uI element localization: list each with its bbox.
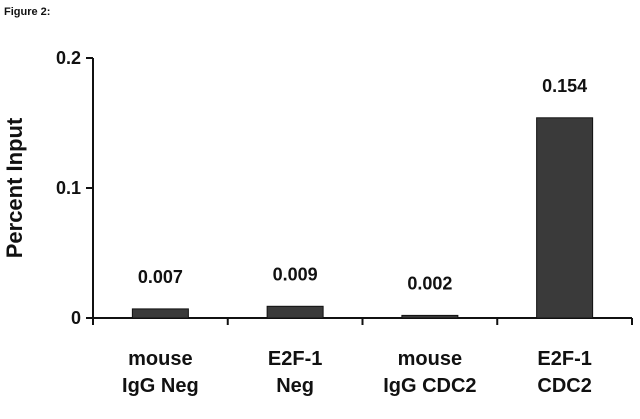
category-label: IgG Neg (122, 375, 199, 397)
bars (131, 117, 594, 319)
y-ticks: 0 0.1 0.2 (56, 48, 93, 328)
y-tick-label: 0.1 (56, 178, 81, 198)
category-label: mouse (128, 348, 192, 370)
bar (536, 117, 594, 319)
data-label: 0.002 (407, 273, 452, 293)
data-label: 0.154 (542, 76, 587, 96)
category-label: CDC2 (537, 375, 591, 397)
category-label: E2F-1 (537, 348, 591, 370)
y-axis-title: Percent Input (2, 117, 27, 258)
bar (401, 314, 459, 319)
y-tick-label: 0.2 (56, 48, 81, 68)
category-label: IgG CDC2 (383, 375, 476, 397)
category-label: E2F-1 (268, 348, 322, 370)
data-label: 0.009 (273, 264, 318, 284)
figure-label: Figure 2: (4, 6, 51, 18)
y-tick-label: 0 (71, 308, 81, 328)
category-label: Neg (276, 375, 314, 397)
bar (131, 308, 189, 319)
data-labels: 0.007 0.009 0.002 0.154 (138, 76, 587, 294)
bar (266, 305, 324, 319)
category-label: mouse (398, 348, 462, 370)
category-labels: mouse IgG Neg E2F-1 Neg mouse IgG CDC2 E2F-1 CD… (122, 348, 592, 397)
data-label: 0.007 (138, 267, 183, 287)
